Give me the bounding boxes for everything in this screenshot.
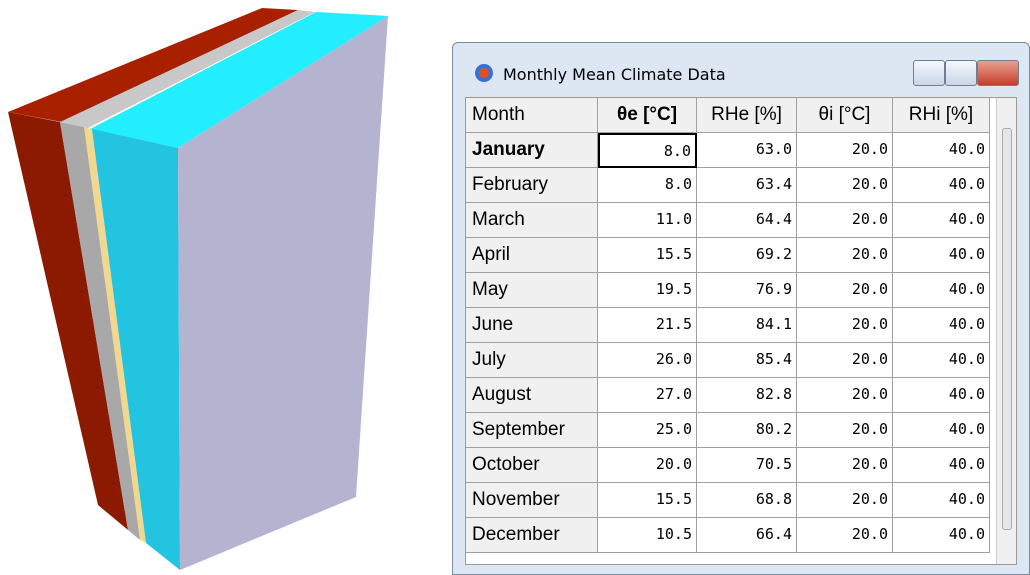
table-cell[interactable]: 80.2 — [697, 413, 797, 448]
table-cell[interactable]: 20.0 — [797, 448, 893, 483]
row-header[interactable]: July — [466, 343, 598, 378]
row-header[interactable]: March — [466, 203, 598, 238]
table-cell[interactable]: 40.0 — [893, 518, 990, 553]
table-cell[interactable]: 26.0 — [598, 343, 697, 378]
scroll-thumb[interactable] — [1002, 128, 1012, 530]
column-header[interactable]: RHi [%] — [893, 98, 990, 133]
table-cell[interactable]: 25.0 — [598, 413, 697, 448]
column-header[interactable]: RHe [%] — [697, 98, 797, 133]
table-cell[interactable]: 40.0 — [893, 203, 990, 238]
page: Monthly Mean Climate Data Monthθe [°C]RH… — [0, 0, 1030, 575]
table-cell[interactable]: 40.0 — [893, 308, 990, 343]
row-header[interactable]: November — [466, 483, 598, 518]
table-cell[interactable]: 20.0 — [797, 343, 893, 378]
table-cell[interactable]: 82.8 — [697, 378, 797, 413]
table-cell[interactable]: 63.0 — [697, 133, 797, 168]
row-header[interactable]: May — [466, 273, 598, 308]
table-cell[interactable]: 40.0 — [893, 378, 990, 413]
close-button[interactable] — [977, 60, 1019, 86]
table-cell[interactable]: 8.0 — [598, 133, 697, 168]
row-header[interactable]: October — [466, 448, 598, 483]
row-header[interactable]: April — [466, 238, 598, 273]
table-cell[interactable]: 15.5 — [598, 238, 697, 273]
table-cell[interactable]: 8.0 — [598, 168, 697, 203]
table-cell[interactable]: 64.4 — [697, 203, 797, 238]
table-cell[interactable]: 63.4 — [697, 168, 797, 203]
minimize-button[interactable] — [913, 60, 945, 86]
table-cell[interactable]: 66.4 — [697, 518, 797, 553]
table-cell[interactable]: 76.9 — [697, 273, 797, 308]
table-cell[interactable]: 20.0 — [797, 308, 893, 343]
table-cell[interactable]: 10.5 — [598, 518, 697, 553]
window-title: Monthly Mean Climate Data — [503, 65, 726, 84]
table-cell[interactable]: 20.0 — [797, 518, 893, 553]
table-cell[interactable]: 20.0 — [797, 238, 893, 273]
column-header[interactable]: θe [°C] — [598, 98, 697, 133]
table-cell[interactable]: 68.8 — [697, 483, 797, 518]
column-header[interactable]: θi [°C] — [797, 98, 893, 133]
table-cell[interactable]: 70.5 — [697, 448, 797, 483]
table-cell[interactable]: 20.0 — [797, 378, 893, 413]
scrollbar[interactable] — [996, 98, 1017, 564]
table-cell[interactable]: 40.0 — [893, 133, 990, 168]
row-header[interactable]: January — [466, 133, 598, 168]
table-cell[interactable]: 40.0 — [893, 413, 990, 448]
table-cell[interactable]: 85.4 — [697, 343, 797, 378]
table-cell[interactable]: 11.0 — [598, 203, 697, 238]
table-cell[interactable]: 15.5 — [598, 483, 697, 518]
table-cell[interactable]: 20.0 — [797, 133, 893, 168]
table-cell[interactable]: 20.0 — [797, 168, 893, 203]
app-icon — [475, 64, 493, 82]
table-cell[interactable]: 84.1 — [697, 308, 797, 343]
table-cell[interactable]: 69.2 — [697, 238, 797, 273]
table-cell[interactable]: 40.0 — [893, 448, 990, 483]
row-header[interactable]: June — [466, 308, 598, 343]
table-cell[interactable]: 21.5 — [598, 308, 697, 343]
table-cell[interactable]: 40.0 — [893, 168, 990, 203]
table-cell[interactable]: 40.0 — [893, 238, 990, 273]
row-header[interactable]: December — [466, 518, 598, 553]
table-cell[interactable]: 40.0 — [893, 343, 990, 378]
table-cell[interactable]: 40.0 — [893, 483, 990, 518]
table-cell[interactable]: 20.0 — [797, 413, 893, 448]
wall-layers-3d — [0, 0, 420, 575]
row-header[interactable]: September — [466, 413, 598, 448]
column-header[interactable]: Month — [466, 98, 598, 133]
table-cell[interactable]: 27.0 — [598, 378, 697, 413]
table-cell[interactable]: 20.0 — [797, 203, 893, 238]
table-cell[interactable]: 20.0 — [598, 448, 697, 483]
table-cell[interactable]: 40.0 — [893, 273, 990, 308]
row-header[interactable]: February — [466, 168, 598, 203]
table-cell[interactable]: 20.0 — [797, 483, 893, 518]
row-header[interactable]: August — [466, 378, 598, 413]
table-cell[interactable]: 20.0 — [797, 273, 893, 308]
maximize-button[interactable] — [945, 60, 977, 86]
table-cell[interactable]: 19.5 — [598, 273, 697, 308]
